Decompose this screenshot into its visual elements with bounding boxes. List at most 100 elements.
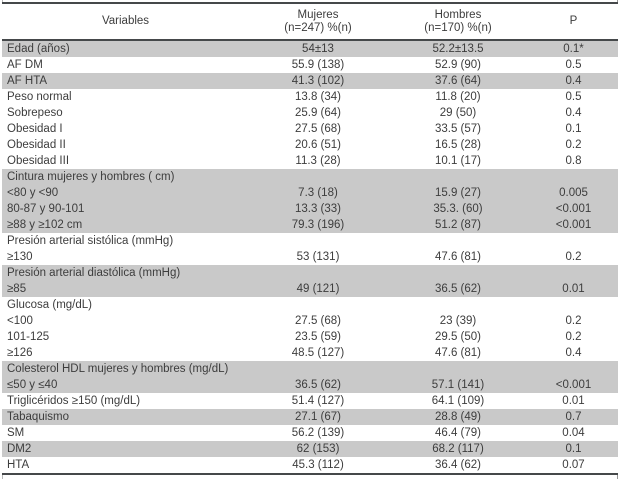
hombres-value-cell: 37.6 (64) [434, 75, 482, 87]
variable-cell: ≥85 [7, 283, 27, 295]
mujeres-value-cell: 23.5 (59) [294, 331, 342, 343]
variable-cell: Obesidad II [7, 139, 66, 151]
table-top-rule [2, 2, 618, 4]
table-row: <80 y <90 7.3 (18) 15.9 (27) 0.005 [2, 185, 618, 201]
mujeres-value-cell: 27.5 (68) [294, 123, 342, 135]
p-value-cell: 0.01 [562, 283, 585, 295]
column-header-mujeres: Mujeres (n=247) %(n) [249, 9, 387, 35]
variable-cell: Obesidad III [7, 155, 70, 167]
table-row: SM 56.2 (139) 46.4 (79) 0.04 [2, 425, 618, 441]
p-value-cell: 0.2 [565, 251, 582, 263]
column-header-hombres: Hombres (n=170) %(n) [387, 9, 529, 35]
mujeres-value-cell: 55.9 (138) [291, 59, 345, 71]
column-header-p: P [529, 15, 618, 28]
section-header-row: Colesterol HDL mujeres y hombres (mg/dL) [2, 361, 618, 377]
variable-cell: Cintura mujeres y hombres ( cm) [7, 171, 175, 183]
section-header-row: Glucosa (mg/dL) [2, 297, 618, 313]
p-value-cell [529, 297, 618, 313]
table-row: Sobrepeso 25.9 (64) 29 (50) 0.4 [2, 105, 618, 121]
variable-cell: ≥130 [7, 251, 33, 263]
p-value-cell: 0.2 [565, 331, 582, 343]
p-value-cell: 0.8 [565, 155, 582, 167]
variable-cell: Peso normal [7, 91, 72, 103]
mujeres-value-cell: 51.4 (127) [291, 395, 345, 407]
variable-cell: 80-87 y 90-101 [7, 203, 85, 215]
mujeres-value-cell [249, 233, 387, 249]
table-header-row: Variables Mujeres (n=247) %(n) Hombres (… [2, 4, 618, 39]
hombres-value-cell: 33.5 (57) [434, 123, 482, 135]
table-row: Obesidad II 20.6 (51) 16.5 (28) 0.2 [2, 137, 618, 153]
mujeres-value-cell: 36.5 (62) [294, 379, 342, 391]
mujeres-value-cell: 79.3 (196) [291, 219, 345, 231]
p-value-cell: 0.7 [565, 411, 582, 423]
hombres-value-cell: 64.1 (109) [431, 395, 485, 407]
table-row: HTA 45.3 (112) 36.4 (62) 0.07 [2, 457, 618, 473]
hombres-value-cell: 35.3. (60) [433, 203, 483, 215]
table-row: 80-87 y 90-101 13.3 (33) 35.3. (60) <0.0… [2, 201, 618, 217]
p-value-cell: 0.005 [559, 187, 588, 199]
hombres-value-cell: 46.4 (79) [434, 427, 482, 439]
mujeres-value-cell: 53 (131) [296, 251, 340, 263]
p-value-cell: 0.1 [565, 443, 582, 455]
mujeres-value-cell: 48.5 (127) [291, 347, 345, 359]
variable-cell: SM [7, 427, 25, 439]
hombres-value-cell: 52.2±13.5 [432, 43, 484, 55]
mujeres-header-sublabel: (n=247) %(n) [284, 21, 352, 34]
hombres-value-cell [387, 233, 529, 249]
table-bottom-rule [2, 473, 618, 475]
hombres-value-cell [387, 361, 529, 377]
p-value-cell: 0.4 [565, 347, 582, 359]
hombres-value-cell [387, 297, 529, 313]
table-row: Edad (años) 54±13 52.2±13.5 0.1* [2, 41, 618, 57]
section-header-row: Presión arterial sistólica (mmHg) [2, 233, 618, 249]
statistics-table: Variables Mujeres (n=247) %(n) Hombres (… [2, 2, 618, 475]
hombres-value-cell [387, 169, 529, 185]
variable-cell: ≤50 y ≤40 [7, 379, 58, 391]
p-value-cell: 0.04 [562, 427, 585, 439]
table-row: ≥85 49 (121) 36.5 (62) 0.01 [2, 281, 618, 297]
variable-cell: Presión arterial sistólica (mmHg) [7, 235, 174, 247]
p-value-cell: 0.5 [565, 59, 582, 71]
variables-header-label: Variables [101, 15, 150, 27]
variable-cell: Presión arterial diastólica (mmHg) [7, 267, 181, 279]
hombres-header-label: Hombres [434, 8, 482, 21]
table-row: 101-125 23.5 (59) 29.5 (50) 0.2 [2, 329, 618, 345]
p-value-cell: <0.001 [555, 379, 592, 391]
section-header-row: Presión arterial diastólica (mmHg) [2, 265, 618, 281]
p-value-cell [529, 233, 618, 249]
hombres-header-sublabel: (n=170) %(n) [424, 21, 492, 34]
table-row: ≥88 y ≥102 cm 79.3 (196) 51.2 (87) <0.00… [2, 217, 618, 233]
variable-cell: AF DM [7, 59, 43, 71]
mujeres-value-cell: 7.3 (18) [298, 187, 338, 199]
variable-cell: AF HTA [7, 75, 48, 87]
hombres-value-cell: 68.2 (117) [432, 443, 484, 455]
p-value-cell: 0.5 [565, 91, 582, 103]
mujeres-value-cell: 27.1 (67) [294, 411, 342, 423]
variable-cell: Edad (años) [7, 43, 70, 55]
p-value-cell [529, 169, 618, 185]
hombres-value-cell: 15.9 (27) [434, 187, 482, 199]
p-value-cell: 0.4 [565, 75, 582, 87]
column-header-variables: Variables [2, 15, 249, 28]
hombres-value-cell: 29.5 (50) [434, 331, 482, 343]
mujeres-header-label: Mujeres [297, 8, 339, 21]
mujeres-value-cell: 25.9 (64) [294, 107, 342, 119]
hombres-value-cell: 36.5 (62) [434, 283, 482, 295]
p-value-cell: 0.1 [565, 123, 582, 135]
p-value-cell: 0.4 [565, 107, 582, 119]
mujeres-value-cell: 49 (121) [296, 283, 340, 295]
hombres-value-cell: 51.2 (87) [434, 219, 482, 231]
mujeres-value-cell [249, 297, 387, 313]
variable-cell: Glucosa (mg/dL) [7, 299, 93, 311]
p-value-cell: 0.01 [562, 395, 585, 407]
variable-cell: Tabaquismo [7, 411, 70, 423]
mujeres-value-cell: 41.3 (102) [291, 75, 345, 87]
table-row: ≥126 48.5 (127) 47.6 (81) 0.4 [2, 345, 618, 361]
hombres-value-cell: 16.5 (28) [434, 139, 482, 151]
hombres-value-cell: 23 (39) [439, 315, 477, 327]
mujeres-value-cell: 62 (153) [296, 443, 340, 455]
mujeres-value-cell: 13.8 (34) [294, 91, 342, 103]
p-value-cell: <0.001 [555, 203, 592, 215]
table-body: Edad (años) 54±13 52.2±13.5 0.1* AF DM 5… [2, 41, 618, 473]
